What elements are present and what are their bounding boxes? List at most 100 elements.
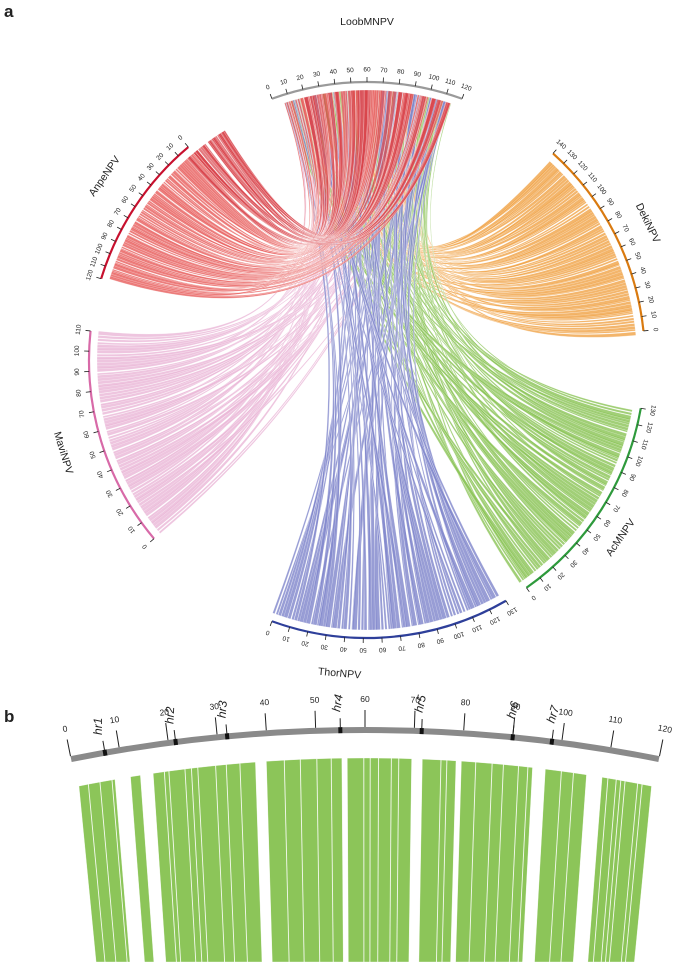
tick-dekinpv bbox=[631, 272, 637, 275]
tick-label-anpenpv: 100 bbox=[94, 242, 105, 255]
tick-acmnpv bbox=[621, 472, 627, 475]
tick-label-acmnpv: 100 bbox=[633, 455, 643, 468]
zoom-synteny-ribbon bbox=[534, 768, 562, 963]
tick-dekinpv bbox=[614, 231, 620, 235]
zoom-tick-label: 120 bbox=[657, 722, 673, 735]
zoom-synteny-ribbon bbox=[377, 757, 392, 963]
synteny-ribbons bbox=[96, 89, 637, 631]
tick-label-acmnpv: 20 bbox=[555, 571, 565, 581]
zoom-synteny-ribbon bbox=[495, 764, 519, 963]
hr-marker bbox=[102, 749, 108, 757]
zoom-synteny-ribbon bbox=[239, 761, 263, 963]
hr-label: hr3 bbox=[215, 700, 230, 719]
tick-label-mavinpv: 60 bbox=[83, 430, 92, 439]
tick-label-anpenpv: 120 bbox=[85, 269, 95, 282]
tick-label-loobmnpv: 30 bbox=[313, 70, 322, 78]
axis-arc-mavinpv bbox=[87, 330, 155, 540]
hr-marker bbox=[224, 733, 230, 740]
tick-label-anpenpv: 10 bbox=[165, 142, 175, 152]
tick-label-thornpv: 110 bbox=[471, 623, 484, 634]
tick-label-acmnpv: 80 bbox=[620, 488, 630, 498]
tick-acmnpv bbox=[637, 424, 643, 427]
tick-mavinpv bbox=[137, 522, 142, 526]
tick-mavinpv bbox=[115, 487, 121, 491]
tick-acmnpv bbox=[586, 529, 592, 534]
tick-label-dekinpv: 30 bbox=[643, 281, 652, 290]
zoom-tick bbox=[264, 713, 267, 731]
tick-mavinpv bbox=[88, 411, 94, 414]
tick-mavinpv bbox=[85, 330, 91, 332]
axis-arc-anpenpv bbox=[100, 146, 190, 280]
tick-dekinpv bbox=[582, 181, 588, 186]
tick-thornpv bbox=[306, 631, 309, 637]
tick-label-loobmnpv: 110 bbox=[444, 78, 456, 88]
tick-label-mavinpv: 110 bbox=[75, 324, 83, 335]
tick-label-dekinpv: 40 bbox=[638, 266, 647, 275]
tick-label-mavinpv: 20 bbox=[115, 507, 125, 517]
tick-label-anpenpv: 90 bbox=[100, 231, 110, 241]
zoom-synteny-ribbon bbox=[88, 781, 116, 963]
tick-label-anpenpv: 70 bbox=[113, 207, 123, 217]
tick-anpenpv bbox=[110, 238, 116, 242]
tick-dekinpv bbox=[552, 149, 557, 154]
tick-label-mavinpv: 100 bbox=[74, 345, 81, 356]
tick-label-anpenpv: 0 bbox=[177, 134, 185, 142]
zoom-synteny-ribbon bbox=[185, 768, 202, 963]
axis-arc-dekinpv bbox=[552, 152, 645, 332]
zoom-synteny-ribbon bbox=[609, 780, 638, 963]
hr-marker bbox=[510, 734, 515, 741]
zoom-tick bbox=[165, 723, 169, 741]
hr-label: hr5 bbox=[412, 693, 429, 713]
tick-acmnpv bbox=[526, 587, 530, 593]
tick-thornpv bbox=[400, 635, 402, 641]
tick-anpenpv bbox=[96, 276, 102, 280]
tick-label-acmnpv: 0 bbox=[529, 593, 536, 601]
tick-label-mavinpv: 0 bbox=[141, 542, 149, 550]
tick-thornpv bbox=[505, 600, 509, 606]
tick-label-loobmnpv: 10 bbox=[279, 78, 288, 87]
tick-label-dekinpv: 0 bbox=[652, 328, 659, 333]
zoom-synteny-ribbon bbox=[418, 758, 441, 963]
tick-label-dekinpv: 90 bbox=[605, 197, 615, 207]
tick-dekinpv bbox=[643, 330, 649, 332]
tick-label-anpenpv: 40 bbox=[137, 172, 147, 182]
synteny-ribbon-anpenpv bbox=[193, 101, 451, 246]
tick-label-thornpv: 80 bbox=[417, 641, 426, 649]
hr-tick bbox=[102, 740, 105, 750]
tick-label-mavinpv: 10 bbox=[127, 524, 137, 534]
tick-anpenpv bbox=[116, 226, 122, 230]
zoom-synteny-ribbon bbox=[518, 766, 533, 963]
zoom-tick bbox=[66, 739, 71, 757]
tick-label-acmnpv: 10 bbox=[542, 582, 552, 592]
zoom-synteny-ribbon bbox=[266, 760, 290, 963]
zoom-synteny-ribbon bbox=[455, 760, 476, 963]
tick-dekinpv bbox=[599, 205, 605, 209]
tick-label-acmnpv: 30 bbox=[568, 558, 578, 568]
zoom-synteny-ribbon bbox=[593, 778, 617, 963]
zoom-synteny-ribbon bbox=[347, 757, 364, 963]
panel-label-b: b bbox=[4, 707, 15, 726]
zoom-ribbons bbox=[78, 757, 652, 963]
tick-thornpv bbox=[287, 626, 291, 632]
zoom-synteny-ribbon bbox=[560, 772, 587, 963]
zoom-synteny-ribbon bbox=[549, 770, 574, 963]
synteny-ribbon-thornpv bbox=[389, 91, 450, 619]
tick-label-thornpv: 10 bbox=[282, 634, 291, 643]
zoom-synteny-ribbon bbox=[215, 764, 235, 963]
hr-marker bbox=[173, 738, 179, 746]
zoom-tick-label: 60 bbox=[360, 694, 370, 704]
zoom-synteny-ribbon bbox=[484, 763, 504, 963]
zoom-synteny-ribbon bbox=[509, 765, 528, 963]
panel-label-a: a bbox=[4, 2, 14, 21]
tick-label-acmnpv: 70 bbox=[611, 503, 621, 513]
zoom-synteny-ribbon bbox=[168, 768, 196, 963]
tick-mavinpv bbox=[149, 538, 155, 543]
zoom-tick-label: 70 bbox=[410, 695, 420, 705]
tick-thornpv bbox=[489, 609, 493, 615]
zoom-tick bbox=[463, 713, 466, 731]
tick-acmnpv bbox=[613, 487, 619, 491]
zoom-synteny-ribbon bbox=[300, 758, 320, 963]
tick-label-loobmnpv: 80 bbox=[397, 68, 405, 76]
hr-tick bbox=[512, 725, 515, 735]
